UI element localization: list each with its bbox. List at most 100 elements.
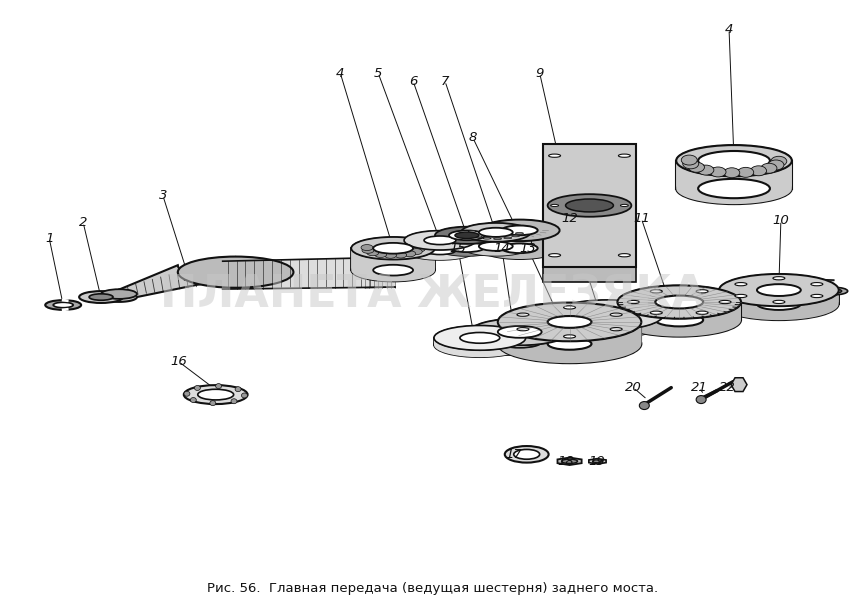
- Ellipse shape: [404, 240, 475, 260]
- Ellipse shape: [235, 387, 241, 392]
- Ellipse shape: [547, 194, 631, 217]
- Ellipse shape: [552, 308, 663, 338]
- Ellipse shape: [757, 298, 801, 310]
- Ellipse shape: [771, 156, 787, 166]
- Text: 11: 11: [633, 212, 650, 225]
- Ellipse shape: [461, 223, 531, 242]
- Ellipse shape: [410, 249, 423, 254]
- Ellipse shape: [480, 237, 559, 259]
- Ellipse shape: [424, 246, 456, 254]
- Ellipse shape: [811, 283, 823, 286]
- Ellipse shape: [361, 245, 373, 251]
- Ellipse shape: [757, 284, 801, 296]
- Ellipse shape: [698, 179, 770, 198]
- Ellipse shape: [449, 230, 485, 240]
- Ellipse shape: [547, 316, 591, 328]
- Ellipse shape: [639, 402, 650, 409]
- Ellipse shape: [367, 249, 378, 256]
- Polygon shape: [435, 235, 499, 256]
- Polygon shape: [676, 161, 792, 204]
- Ellipse shape: [375, 251, 387, 257]
- Ellipse shape: [385, 253, 397, 258]
- Ellipse shape: [650, 311, 662, 314]
- Polygon shape: [461, 232, 531, 256]
- Ellipse shape: [470, 329, 570, 356]
- Ellipse shape: [178, 257, 294, 287]
- Text: 7: 7: [441, 75, 449, 88]
- Ellipse shape: [512, 235, 520, 237]
- Text: 22: 22: [719, 381, 735, 394]
- Ellipse shape: [735, 294, 746, 297]
- Ellipse shape: [435, 227, 499, 244]
- Ellipse shape: [682, 155, 697, 165]
- Ellipse shape: [194, 386, 200, 390]
- Text: 6: 6: [409, 75, 417, 88]
- Polygon shape: [731, 378, 747, 392]
- Polygon shape: [676, 145, 792, 189]
- Polygon shape: [543, 143, 637, 267]
- Ellipse shape: [517, 313, 529, 316]
- Ellipse shape: [505, 446, 549, 463]
- Ellipse shape: [498, 326, 541, 338]
- Ellipse shape: [449, 242, 485, 252]
- Ellipse shape: [820, 287, 848, 295]
- Ellipse shape: [552, 300, 663, 330]
- Polygon shape: [779, 278, 834, 302]
- Ellipse shape: [719, 300, 731, 303]
- Ellipse shape: [79, 291, 123, 303]
- Ellipse shape: [460, 332, 500, 343]
- Text: 16: 16: [171, 356, 187, 368]
- Ellipse shape: [101, 289, 137, 299]
- Polygon shape: [470, 319, 570, 342]
- Ellipse shape: [53, 302, 73, 308]
- Ellipse shape: [514, 449, 540, 459]
- Text: 2: 2: [79, 216, 87, 229]
- Ellipse shape: [564, 306, 576, 309]
- Polygon shape: [352, 248, 435, 281]
- Ellipse shape: [480, 219, 559, 241]
- Ellipse shape: [650, 290, 662, 293]
- Polygon shape: [404, 230, 475, 250]
- Ellipse shape: [676, 173, 792, 204]
- Ellipse shape: [618, 254, 630, 257]
- Ellipse shape: [618, 154, 630, 158]
- Ellipse shape: [761, 163, 777, 173]
- Ellipse shape: [768, 160, 784, 170]
- Polygon shape: [352, 237, 435, 270]
- Ellipse shape: [611, 313, 622, 316]
- Ellipse shape: [719, 274, 838, 306]
- Polygon shape: [498, 303, 642, 344]
- Polygon shape: [719, 290, 838, 320]
- Ellipse shape: [547, 338, 591, 350]
- Text: Рис. 56.  Главная передача (ведущая шестерня) заднего моста.: Рис. 56. Главная передача (ведущая шесте…: [208, 582, 658, 595]
- Ellipse shape: [592, 460, 603, 463]
- Text: 5: 5: [374, 67, 383, 80]
- Ellipse shape: [561, 459, 578, 463]
- Ellipse shape: [424, 236, 456, 245]
- Text: 8: 8: [469, 131, 477, 144]
- Text: 3: 3: [158, 189, 167, 202]
- Ellipse shape: [773, 300, 785, 303]
- Polygon shape: [223, 257, 395, 289]
- Polygon shape: [558, 457, 582, 465]
- Ellipse shape: [373, 243, 413, 254]
- Ellipse shape: [434, 326, 526, 350]
- Ellipse shape: [475, 236, 482, 237]
- Ellipse shape: [242, 393, 248, 398]
- Ellipse shape: [197, 389, 234, 400]
- Polygon shape: [434, 338, 526, 357]
- Ellipse shape: [483, 237, 491, 239]
- Ellipse shape: [413, 246, 425, 252]
- Ellipse shape: [434, 332, 526, 357]
- Polygon shape: [480, 219, 559, 248]
- Ellipse shape: [617, 286, 741, 319]
- Polygon shape: [404, 240, 475, 260]
- Polygon shape: [434, 326, 526, 345]
- Ellipse shape: [479, 242, 513, 251]
- Ellipse shape: [551, 204, 559, 207]
- Polygon shape: [719, 274, 838, 304]
- Ellipse shape: [611, 327, 622, 331]
- Ellipse shape: [45, 300, 81, 310]
- Ellipse shape: [620, 204, 629, 207]
- Polygon shape: [480, 230, 559, 259]
